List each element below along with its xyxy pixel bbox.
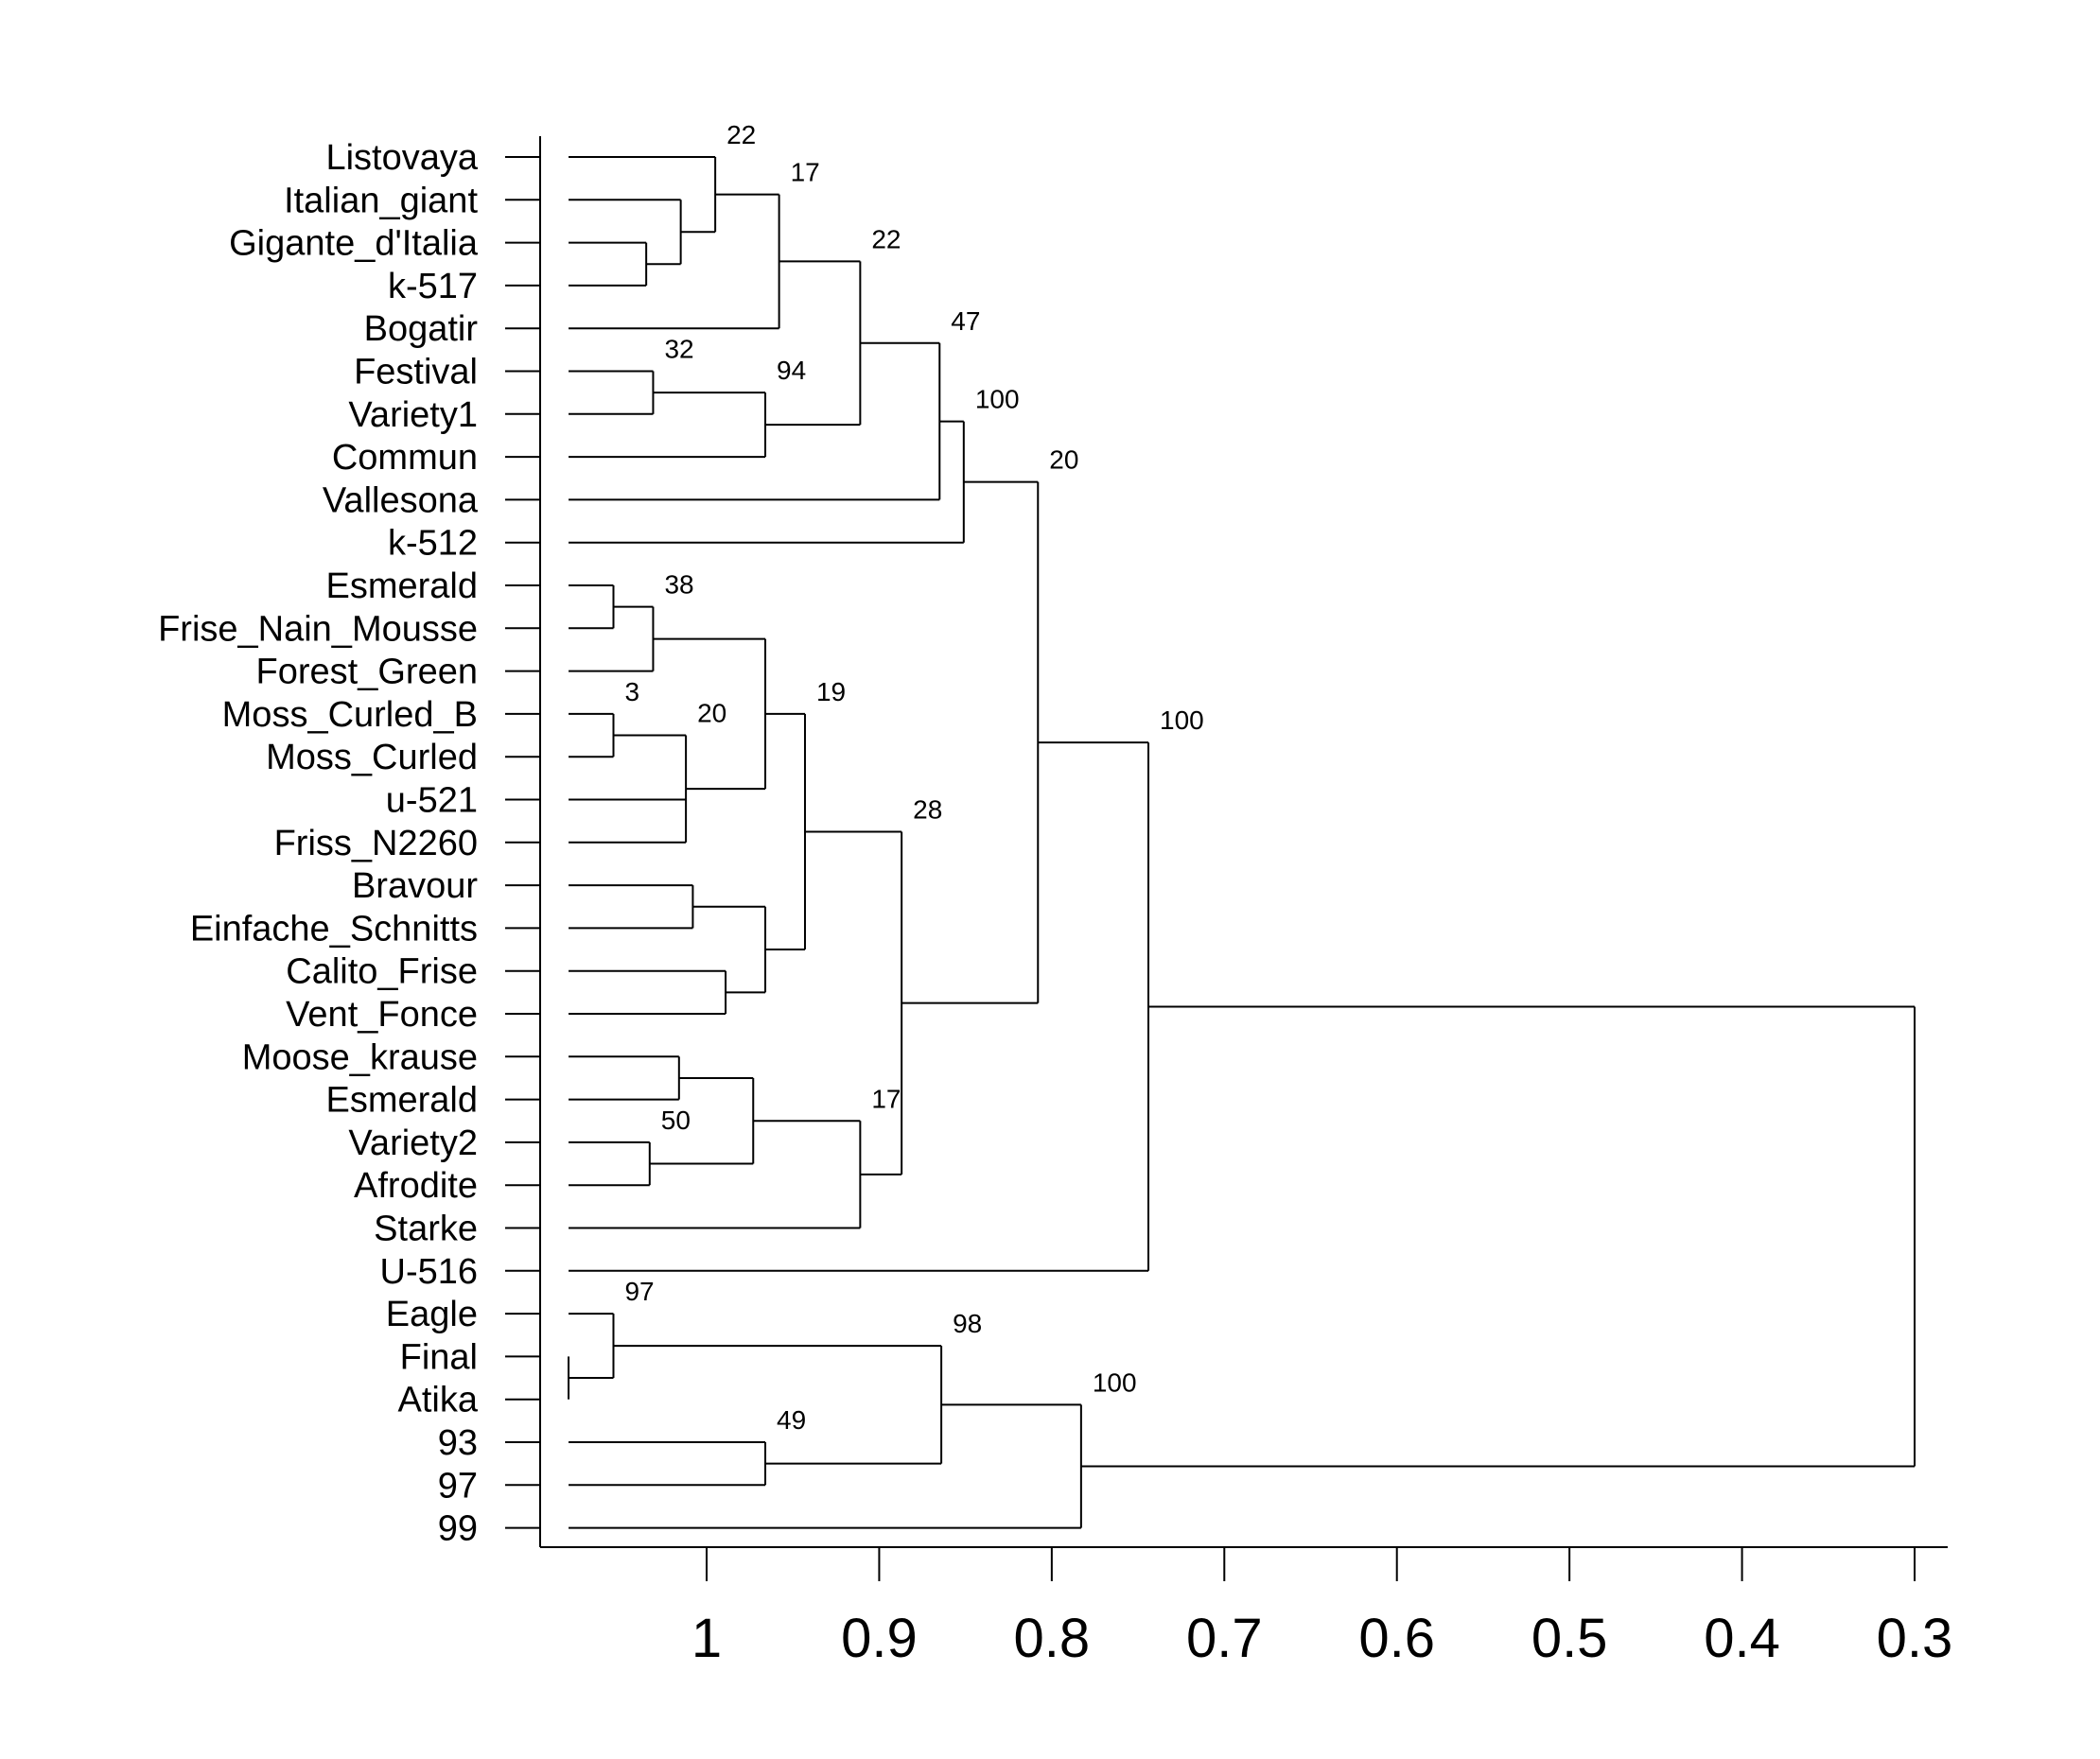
- leaf-label: 97: [438, 1466, 478, 1506]
- support-value: 50: [661, 1106, 691, 1135]
- support-value: 22: [871, 224, 901, 253]
- leaf-labels: ListovayaItalian_giantGigante_d'Italiak-…: [158, 138, 479, 1549]
- leaf-label: Esmerald: [326, 566, 479, 606]
- leaf-label: Eagle: [386, 1295, 478, 1334]
- support-value: 100: [975, 385, 1020, 414]
- support-value: 28: [913, 794, 942, 824]
- leaf-label: k-517: [388, 267, 478, 306]
- support-value: 32: [664, 335, 693, 364]
- support-value: 38: [664, 570, 693, 600]
- support-values: 22 17 32 94 22 47 100 38 3 20 19 50 17 28 20 100 97 49 98 1…: [624, 120, 1203, 1435]
- x-tick-label: 0.8: [1014, 1608, 1091, 1669]
- leaf-label: u-521: [386, 781, 478, 821]
- support-value: 100: [1093, 1367, 1137, 1397]
- support-value: 97: [624, 1277, 654, 1306]
- x-tick-label: 0.3: [1877, 1608, 1953, 1669]
- leaf-label: Moss_Curled: [266, 738, 478, 777]
- leaf-label: Festival: [354, 353, 478, 392]
- leaf-label: Variety2: [348, 1123, 478, 1163]
- support-value: 17: [871, 1084, 901, 1113]
- leaf-ticks: [505, 156, 540, 1529]
- x-tick-label: 0.7: [1186, 1608, 1263, 1669]
- leaf-label: Moose_krause: [242, 1037, 478, 1077]
- axes: [539, 136, 1948, 1548]
- support-value: 19: [816, 677, 846, 706]
- leaf-label: Vallesona: [323, 480, 479, 520]
- leaf-label: Variety1: [348, 395, 478, 435]
- leaf-label: Frise_Nain_Mousse: [158, 609, 478, 649]
- x-tick-label: 0.9: [841, 1608, 918, 1669]
- support-value: 94: [777, 356, 806, 385]
- leaf-label: Commun: [332, 438, 478, 478]
- support-value: 49: [777, 1405, 806, 1435]
- leaf-label: Starke: [374, 1210, 478, 1249]
- support-value: 17: [791, 158, 820, 187]
- leaf-label: Moss_Curled_B: [222, 695, 478, 735]
- x-tick-label: 1: [691, 1608, 722, 1669]
- dendrogram-branches: [568, 156, 1916, 1529]
- support-value: 20: [1049, 445, 1078, 475]
- leaf-label: Einfache_Schnitts: [190, 909, 478, 949]
- x-ticks: 1 0.9 0.8 0.7 0.6 0.5 0.4 0.3: [691, 1547, 1952, 1669]
- leaf-label: Atika: [398, 1381, 479, 1420]
- leaf-label: Final: [400, 1337, 478, 1377]
- leaf-label: 99: [438, 1509, 478, 1549]
- leaf-label: Bogatir: [364, 309, 479, 349]
- leaf-label: Afrodite: [354, 1166, 478, 1206]
- leaf-label: Listovaya: [325, 138, 478, 178]
- leaf-label: Esmerald: [326, 1081, 479, 1121]
- leaf-label: Bravour: [352, 866, 478, 906]
- leaf-label: Forest_Green: [256, 653, 478, 692]
- leaf-label: 93: [438, 1423, 478, 1463]
- support-value: 100: [1160, 705, 1204, 735]
- leaf-label: Italian_giant: [284, 181, 478, 220]
- leaf-label: U-516: [380, 1252, 479, 1292]
- x-tick-label: 0.5: [1531, 1608, 1608, 1669]
- support-value: 22: [726, 120, 756, 149]
- leaf-label: Gigante_d'Italia: [229, 224, 479, 264]
- support-value: 98: [953, 1309, 982, 1338]
- support-value: 3: [624, 677, 639, 706]
- x-tick-label: 0.6: [1358, 1608, 1435, 1669]
- leaf-label: Vent_Fonce: [286, 995, 478, 1035]
- leaf-label: k-512: [388, 524, 478, 564]
- leaf-label: Friss_N2260: [274, 824, 478, 863]
- leaf-label: Calito_Frise: [286, 952, 478, 992]
- support-value: 47: [951, 306, 980, 336]
- support-value: 20: [697, 699, 726, 728]
- x-tick-label: 0.4: [1704, 1608, 1780, 1669]
